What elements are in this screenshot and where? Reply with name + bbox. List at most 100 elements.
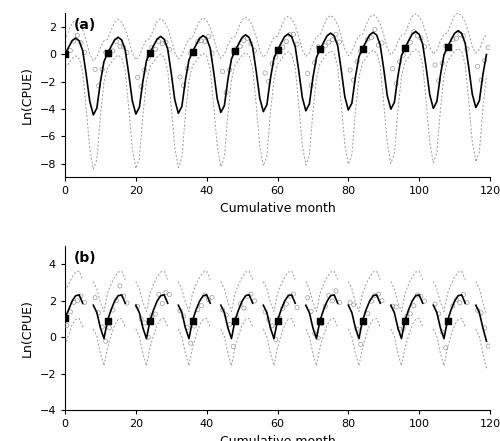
Point <box>325 292 333 299</box>
Point <box>218 306 226 314</box>
Point <box>392 303 400 310</box>
Point <box>484 343 492 350</box>
Point <box>293 304 301 311</box>
Point <box>198 37 205 45</box>
Point <box>403 313 411 320</box>
Point <box>233 45 241 52</box>
Point <box>474 307 482 314</box>
Point <box>318 320 326 327</box>
Point <box>316 46 324 53</box>
Point <box>66 47 74 54</box>
Point <box>188 48 196 55</box>
Point <box>146 317 154 324</box>
Point <box>374 41 382 49</box>
Point <box>112 297 120 304</box>
Point <box>414 292 422 299</box>
Point <box>378 297 386 304</box>
Point <box>272 53 280 60</box>
Point <box>346 67 354 74</box>
Point <box>268 322 276 329</box>
Point <box>442 344 450 351</box>
Point <box>368 298 376 305</box>
Point <box>480 57 488 64</box>
Point <box>104 317 112 324</box>
Point <box>194 38 202 45</box>
Point <box>102 338 110 345</box>
Point <box>438 329 446 336</box>
Point <box>460 291 468 298</box>
Point <box>155 291 163 298</box>
Point <box>336 299 344 306</box>
Point <box>279 44 287 51</box>
Point <box>449 303 457 310</box>
Point <box>304 70 312 77</box>
Point <box>201 38 209 45</box>
Point <box>272 336 280 343</box>
Point <box>456 299 464 306</box>
Point <box>358 317 366 324</box>
Point <box>152 310 160 318</box>
Point <box>109 306 117 314</box>
Point <box>236 300 244 307</box>
Point <box>109 47 117 54</box>
Point <box>399 325 407 332</box>
Point <box>74 32 82 39</box>
Point <box>360 320 368 327</box>
Point <box>417 293 425 300</box>
Point <box>304 294 312 301</box>
Point <box>420 43 428 50</box>
Point <box>314 43 322 50</box>
Point <box>318 48 326 55</box>
Point <box>310 59 318 66</box>
Point <box>250 297 258 304</box>
Point <box>116 43 124 50</box>
Point <box>204 33 212 40</box>
Text: (a): (a) <box>74 18 96 32</box>
Point <box>180 313 188 320</box>
Point <box>94 82 102 90</box>
Point <box>63 322 71 329</box>
Point <box>444 43 452 50</box>
Point <box>106 324 114 331</box>
Point <box>392 80 400 87</box>
Point <box>316 317 324 324</box>
Y-axis label: Ln(CPUE): Ln(CPUE) <box>21 66 34 124</box>
Point <box>158 40 166 47</box>
Point <box>328 36 336 43</box>
Point <box>144 55 152 62</box>
Point <box>102 49 110 56</box>
Point <box>325 39 333 46</box>
Point <box>360 44 368 51</box>
Point <box>70 37 78 45</box>
Point <box>98 66 106 73</box>
Point <box>198 302 205 309</box>
Point <box>480 324 488 331</box>
Point <box>148 312 156 319</box>
Point <box>148 44 156 51</box>
Point <box>350 301 358 308</box>
Point <box>250 47 258 54</box>
Point <box>463 299 471 306</box>
Point <box>286 31 294 38</box>
Point <box>442 42 450 49</box>
Point <box>208 50 216 57</box>
Point <box>268 60 276 67</box>
Point <box>244 293 252 300</box>
Point <box>350 77 358 84</box>
X-axis label: Cumulative month: Cumulative month <box>220 435 336 441</box>
Point <box>247 40 255 47</box>
Point <box>162 289 170 296</box>
Point <box>353 58 361 65</box>
Point <box>463 45 471 52</box>
Point <box>144 334 152 341</box>
Point <box>282 38 290 45</box>
Point <box>434 310 442 318</box>
Point <box>314 334 322 341</box>
Point <box>66 308 74 315</box>
Point <box>336 38 344 45</box>
Point <box>77 39 85 46</box>
Point <box>231 48 239 55</box>
Point <box>176 307 184 314</box>
Point <box>286 292 294 299</box>
Point <box>484 44 492 51</box>
